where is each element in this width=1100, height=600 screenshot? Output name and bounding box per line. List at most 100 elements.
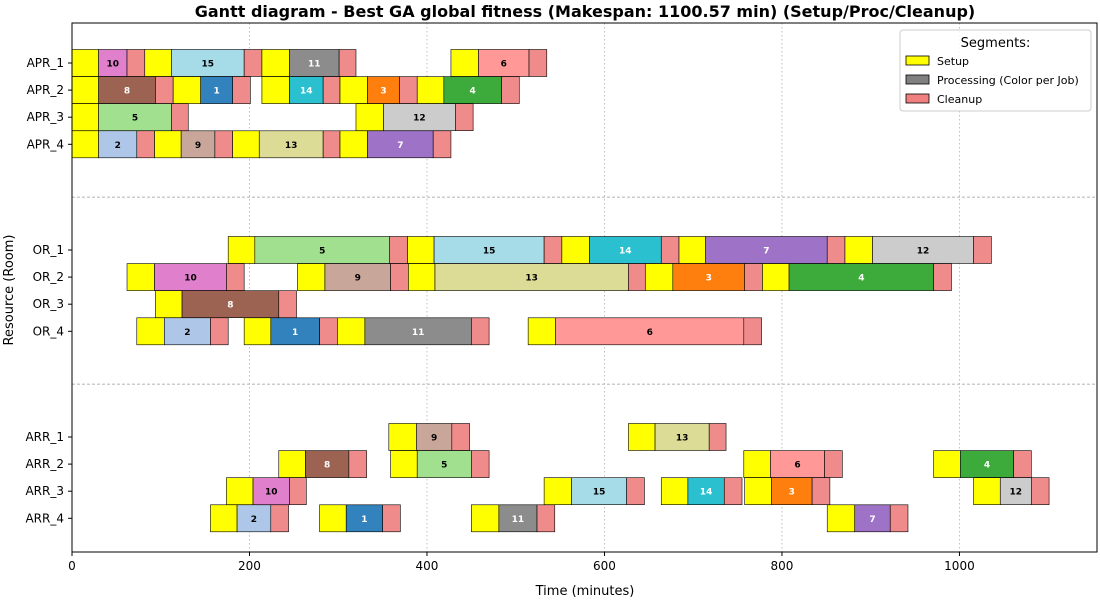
cleanup-bar	[933, 263, 952, 291]
cleanup-bar	[708, 423, 727, 451]
processing-bar-job-9	[180, 130, 216, 159]
job-label: 8	[124, 87, 130, 97]
cleanup-bar	[455, 103, 474, 131]
job-label: 10	[107, 60, 120, 70]
setup-bar	[243, 317, 272, 346]
job-label: 4	[858, 274, 864, 284]
cleanup-bar	[471, 317, 490, 346]
job-label: 11	[512, 515, 525, 525]
job-label: 3	[380, 87, 386, 97]
y-tick-label: APR_2	[27, 83, 64, 97]
processing-bar-job-6	[770, 450, 825, 478]
setup-bar	[743, 450, 771, 478]
setup-bar	[660, 477, 689, 506]
processing-bar-job-14	[687, 477, 725, 506]
job-label: 12	[413, 114, 426, 124]
processing-bar-job-1	[200, 76, 233, 104]
y-tick-label: APR_4	[27, 137, 64, 151]
cleanup-bar	[289, 477, 307, 506]
setup-bar	[844, 236, 873, 264]
setup-bar	[261, 49, 290, 77]
setup-bar	[232, 130, 260, 159]
job-label: 11	[412, 328, 425, 338]
processing-bar-job-13	[654, 423, 710, 451]
processing-bar-job-11	[498, 504, 538, 533]
cleanup-bar	[389, 236, 408, 264]
cleanup-bar	[744, 263, 763, 291]
processing-bar-job-3	[771, 477, 813, 506]
cleanup-bar	[243, 49, 263, 77]
setup-bar	[678, 236, 706, 264]
plot-frame	[71, 22, 1098, 553]
job-label: 12	[917, 247, 930, 257]
setup-bar	[933, 450, 961, 478]
setup-bar	[471, 504, 500, 533]
setup-bar	[561, 236, 590, 264]
cleanup-bar	[390, 263, 409, 291]
setup-bar	[227, 236, 256, 264]
processing-bar-job-8	[98, 76, 156, 104]
job-label: 14	[300, 87, 313, 97]
setup-bar	[136, 317, 165, 346]
job-label: 10	[265, 488, 278, 498]
setup-bar	[71, 76, 99, 104]
job-label: 1	[214, 87, 220, 97]
setup-bar	[339, 130, 368, 159]
job-label: 3	[706, 274, 712, 284]
processing-bar-job-5	[416, 450, 472, 478]
processing-bar-job-9	[324, 263, 391, 291]
cleanup-bar	[528, 49, 548, 77]
x-tick-label: 1000	[944, 559, 975, 573]
processing-bar-job-13	[434, 263, 629, 291]
processing-bar-job-12	[999, 477, 1032, 506]
setup-bar	[126, 263, 155, 291]
legend-entry-label: Processing (Color per Job)	[937, 74, 1079, 87]
job-label: 1	[361, 515, 367, 525]
job-label: 13	[285, 141, 298, 151]
job-label: 1	[292, 328, 298, 338]
cleanup-bar	[1013, 450, 1032, 478]
cleanup-bar	[471, 450, 490, 478]
cleanup-bar	[628, 263, 646, 291]
setup-bar	[172, 76, 201, 104]
y-tick-label: ARR_4	[25, 511, 64, 525]
cleanup-bar	[319, 317, 338, 346]
processing-bar-job-15	[571, 477, 627, 506]
setup-bar	[226, 477, 254, 506]
job-label: 7	[869, 515, 875, 525]
y-tick-label: ARR_1	[25, 430, 64, 444]
processing-bar-job-9	[416, 423, 453, 451]
job-label: 6	[794, 461, 800, 471]
job-label: 14	[700, 488, 713, 498]
job-label: 6	[647, 328, 653, 338]
job-label: 2	[184, 328, 190, 338]
job-label: 9	[195, 141, 201, 151]
setup-bar	[388, 423, 417, 451]
setup-bar	[154, 130, 182, 159]
job-label: 5	[132, 114, 138, 124]
setup-bar	[527, 317, 556, 346]
processing-bar-job-6	[555, 317, 745, 346]
processing-bar-job-2	[98, 130, 138, 159]
cleanup-bar	[399, 76, 418, 104]
processing-bar-job-2	[236, 504, 272, 533]
processing-bar-job-14	[589, 236, 662, 264]
y-tick-label: ARR_2	[25, 457, 64, 471]
setup-bar	[644, 263, 674, 291]
job-label: 15	[202, 60, 215, 70]
x-tick-label: 400	[416, 559, 439, 573]
setup-bar	[450, 49, 479, 77]
legend-swatch	[905, 93, 930, 104]
y-tick-label: OR_3	[33, 297, 64, 311]
x-tick-label: 800	[771, 559, 794, 573]
cleanup-bar	[501, 76, 520, 104]
cleanup-bar	[278, 290, 297, 319]
legend: Segments: Setup Processing (Color per Job)…	[899, 29, 1092, 112]
cleanup-bar	[338, 49, 357, 77]
legend-swatch	[905, 74, 930, 85]
processing-bar-job-10	[154, 263, 227, 291]
processing-bar-job-7	[367, 130, 434, 159]
processing-bar-job-1	[345, 504, 383, 533]
y-tick-label: ARR_3	[25, 484, 64, 498]
